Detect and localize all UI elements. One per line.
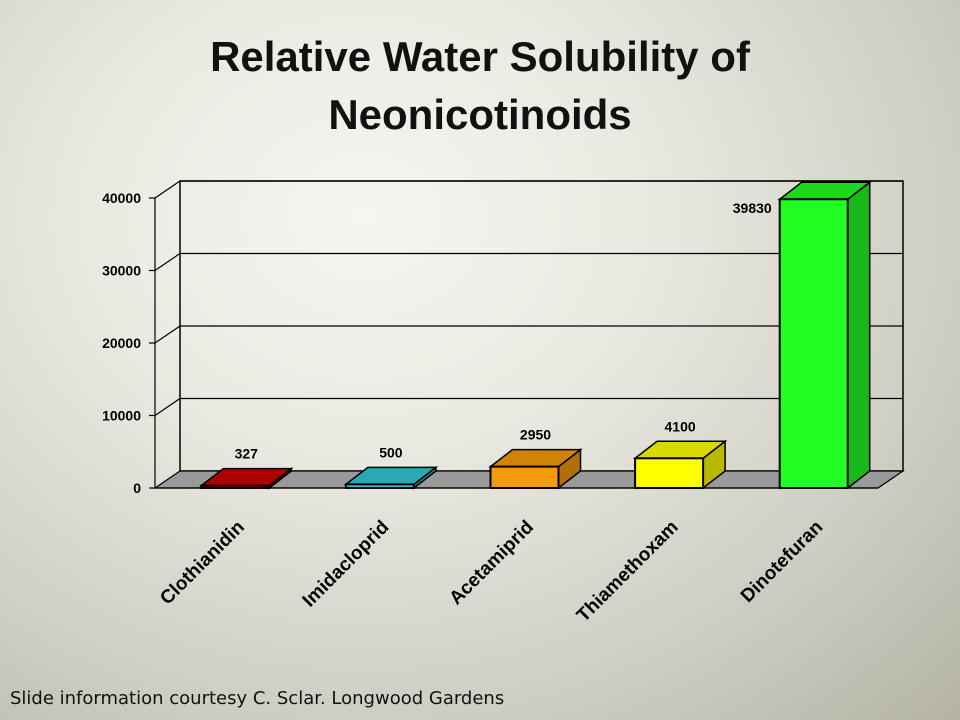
bar — [489, 465, 560, 489]
gridline-diagonal — [154, 325, 181, 344]
y-tick-label: 10000 — [102, 408, 141, 424]
y-tick-label: 40000 — [102, 190, 141, 206]
title-line-2: Neonicotinoids — [328, 91, 632, 138]
x-tick-label: Clothianidin — [156, 517, 248, 609]
x-tick-label: Imidacloprid — [299, 517, 394, 612]
data-label: 39830 — [733, 200, 772, 216]
gridline-diagonal — [154, 253, 181, 271]
x-tick-label: Dinotefuran — [737, 517, 827, 607]
gridline-diagonal — [154, 180, 181, 199]
chart-title: Relative Water Solubility of Neonicotino… — [80, 28, 880, 144]
slide-footer: Slide information courtesy C. Sclar. Lon… — [10, 688, 505, 709]
data-label: 500 — [379, 444, 403, 460]
title-line-1: Relative Water Solubility of — [210, 33, 750, 80]
bar-side — [846, 180, 871, 490]
y-tick-label: 0 — [133, 480, 141, 496]
y-tick-label: 20000 — [102, 335, 141, 351]
gridline-diagonal — [154, 398, 181, 416]
y-tick-label: 30000 — [102, 263, 141, 279]
x-tick-label: Thiamethoxam — [573, 517, 683, 627]
data-label: 2950 — [520, 427, 551, 443]
data-label: 4100 — [665, 418, 696, 434]
x-tick-label: Acetamiprid — [446, 517, 538, 609]
data-label: 327 — [235, 446, 259, 462]
bar — [634, 457, 705, 489]
bar — [778, 198, 849, 489]
